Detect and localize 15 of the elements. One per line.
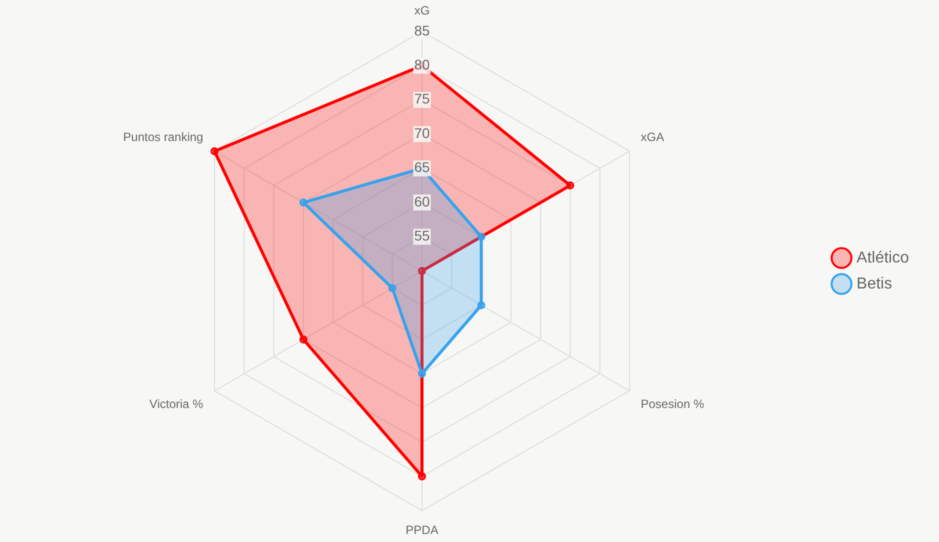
legend-label: Betis [856,275,892,292]
y-tick-label: 60 [414,193,430,210]
spoke-label: Puntos ranking [123,130,204,144]
spoke-label: Victoria % [149,396,204,411]
y-tick-label: 65 [414,159,430,176]
y-tick-label: 80 [414,56,430,72]
y-tick-label: 85 [414,22,430,38]
spoke-label: PPDA [406,523,438,538]
y-tick-label: 55 [414,228,430,244]
legend-label: Atlético [856,249,910,266]
spoke-label: Posesion % [640,396,704,411]
y-tick-label: 70 [414,124,430,141]
spoke-label: xGA [640,130,664,144]
y-tick-label: 75 [414,90,430,107]
spoke-label: xG [414,4,430,18]
